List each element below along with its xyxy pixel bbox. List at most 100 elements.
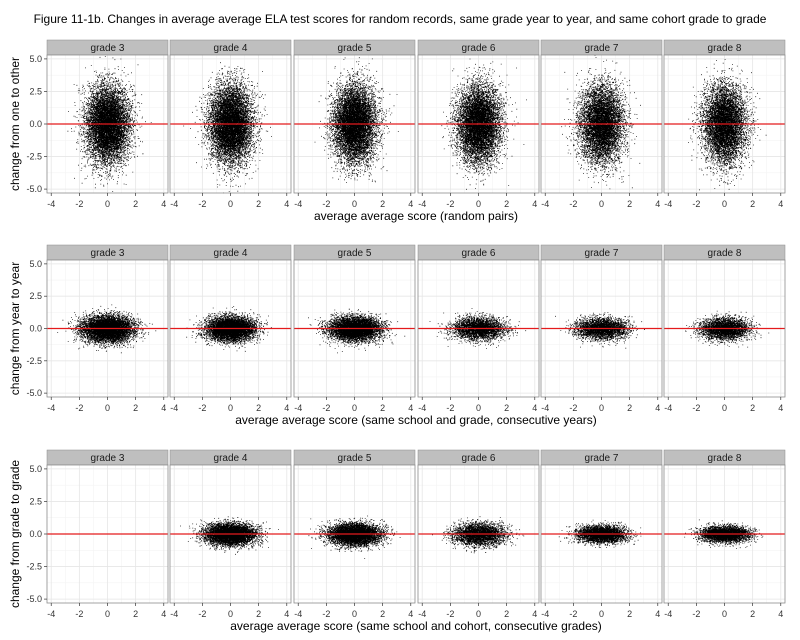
facet-panel: grade 3 -4 -2 0 2 4 -5.0 -2.5 0.0 2.5 5.0 xyxy=(26,449,169,619)
scatter-points xyxy=(688,59,767,191)
x-tick-label: -2 xyxy=(198,609,206,619)
x-tick-label: -4 xyxy=(294,609,302,619)
x-tick-label: 4 xyxy=(284,199,289,209)
x-tick-label: -4 xyxy=(418,403,426,413)
x-tick-label: 0 xyxy=(105,199,110,209)
facet-label: grade 5 xyxy=(338,43,372,54)
x-tick-label: 2 xyxy=(256,199,261,209)
x-tick-label: 2 xyxy=(380,609,385,619)
y-tick-label: 0.0 xyxy=(29,324,42,334)
facet-label: grade 7 xyxy=(585,248,619,259)
scatter-points xyxy=(432,516,525,554)
x-tick-label: -2 xyxy=(692,609,700,619)
x-tick-label: -2 xyxy=(692,403,700,413)
x-tick-label: 2 xyxy=(750,403,755,413)
facet-label: grade 5 xyxy=(338,453,372,464)
x-tick-label: 2 xyxy=(133,609,138,619)
x-tick-label: 4 xyxy=(532,199,537,209)
y-axis-title: change from year to year xyxy=(8,262,22,395)
x-tick-label: -4 xyxy=(170,609,178,619)
x-tick-label: -2 xyxy=(75,403,83,413)
y-tick-label: 2.5 xyxy=(29,496,42,506)
facet-panel: grade 4 -4 -2 0 2 4 xyxy=(169,39,292,209)
facet-label: grade 7 xyxy=(585,43,619,54)
y-axis-title: change from one to other xyxy=(8,57,22,191)
x-tick-label: 0 xyxy=(228,403,233,413)
x-tick-label: 0 xyxy=(722,199,727,209)
x-tick-label: 2 xyxy=(750,609,755,619)
x-tick-label: 0 xyxy=(105,609,110,619)
x-tick-label: 0 xyxy=(352,199,357,209)
facet-panel: grade 5 -4 -2 0 2 4 xyxy=(293,244,416,413)
facet-label: grade 8 xyxy=(708,453,742,464)
y-axis-title: change from grade to grade xyxy=(8,460,22,608)
scatter-points xyxy=(308,515,401,559)
y-tick-label: -5.0 xyxy=(26,184,42,194)
x-tick-label: -4 xyxy=(541,609,549,619)
facet-label: grade 8 xyxy=(708,248,742,259)
x-tick-label: -4 xyxy=(418,199,426,209)
x-tick-label: 0 xyxy=(599,403,604,413)
x-tick-label: 0 xyxy=(476,199,481,209)
facet-panel: grade 5 -4 -2 0 2 4 xyxy=(293,449,416,619)
x-tick-label: -4 xyxy=(170,403,178,413)
x-tick-label: -2 xyxy=(198,199,206,209)
facet-label: grade 4 xyxy=(214,43,248,54)
facet-label: grade 4 xyxy=(214,248,248,259)
facet-label: grade 6 xyxy=(462,453,496,464)
y-tick-label: 5.0 xyxy=(29,259,42,269)
x-axis-title: average average score (random pairs) xyxy=(314,209,518,223)
x-tick-label: -4 xyxy=(294,403,302,413)
x-axis-title: average average score (same school and c… xyxy=(230,619,602,633)
facet-panel: grade 4 -4 -2 0 2 4 xyxy=(169,449,292,619)
y-tick-label: 2.5 xyxy=(29,86,42,96)
x-tick-label: 4 xyxy=(778,403,783,413)
facet-panel: grade 6 -4 -2 0 2 4 xyxy=(417,244,540,413)
x-tick-label: 2 xyxy=(504,609,509,619)
x-tick-label: -2 xyxy=(322,609,330,619)
x-tick-label: -2 xyxy=(446,199,454,209)
x-tick-label: 2 xyxy=(750,199,755,209)
y-tick-label: -2.5 xyxy=(26,152,42,162)
facet-label: grade 4 xyxy=(214,453,248,464)
x-tick-label: 4 xyxy=(408,609,413,619)
x-tick-label: -4 xyxy=(664,403,672,413)
x-tick-label: 2 xyxy=(256,403,261,413)
x-tick-label: 0 xyxy=(599,609,604,619)
facet-panel: grade 5 -4 -2 0 2 4 xyxy=(293,39,416,209)
x-tick-label: 2 xyxy=(256,609,261,619)
x-axis-title: average average score (same school and g… xyxy=(235,413,597,427)
facet-panel: grade 8 -4 -2 0 2 4 xyxy=(663,244,786,413)
x-tick-label: -4 xyxy=(47,403,55,413)
x-tick-label: 0 xyxy=(599,199,604,209)
x-tick-label: 4 xyxy=(284,609,289,619)
facet-panel: grade 6 -4 -2 0 2 4 xyxy=(417,449,540,619)
x-tick-label: -4 xyxy=(541,199,549,209)
y-tick-label: 2.5 xyxy=(29,291,42,301)
facet-label: grade 6 xyxy=(462,248,496,259)
x-tick-label: 4 xyxy=(161,403,166,413)
x-tick-label: -4 xyxy=(47,199,55,209)
facet-label: grade 7 xyxy=(585,453,619,464)
y-tick-label: 5.0 xyxy=(29,54,42,64)
x-tick-label: -2 xyxy=(75,609,83,619)
facet-panel: grade 6 -4 -2 0 2 4 xyxy=(417,39,540,209)
x-tick-label: -2 xyxy=(322,403,330,413)
facet-panel: grade 3 -4 -2 0 2 4 -5.0 -2.5 0.0 2.5 5.0 xyxy=(26,39,169,209)
x-tick-label: -2 xyxy=(446,403,454,413)
x-tick-label: 4 xyxy=(778,199,783,209)
x-tick-label: 4 xyxy=(408,199,413,209)
x-tick-label: -2 xyxy=(446,609,454,619)
scatter-points xyxy=(183,62,272,194)
x-tick-label: -2 xyxy=(75,199,83,209)
scatter-points xyxy=(308,308,406,354)
scatter-points xyxy=(555,312,645,349)
x-tick-label: -4 xyxy=(170,199,178,209)
x-tick-label: 0 xyxy=(476,403,481,413)
x-tick-label: 4 xyxy=(532,403,537,413)
x-tick-label: 2 xyxy=(504,199,509,209)
x-tick-label: 0 xyxy=(105,403,110,413)
facet-panel: grade 7 -4 -2 0 2 4 xyxy=(540,449,663,619)
facet-label: grade 8 xyxy=(708,43,742,54)
